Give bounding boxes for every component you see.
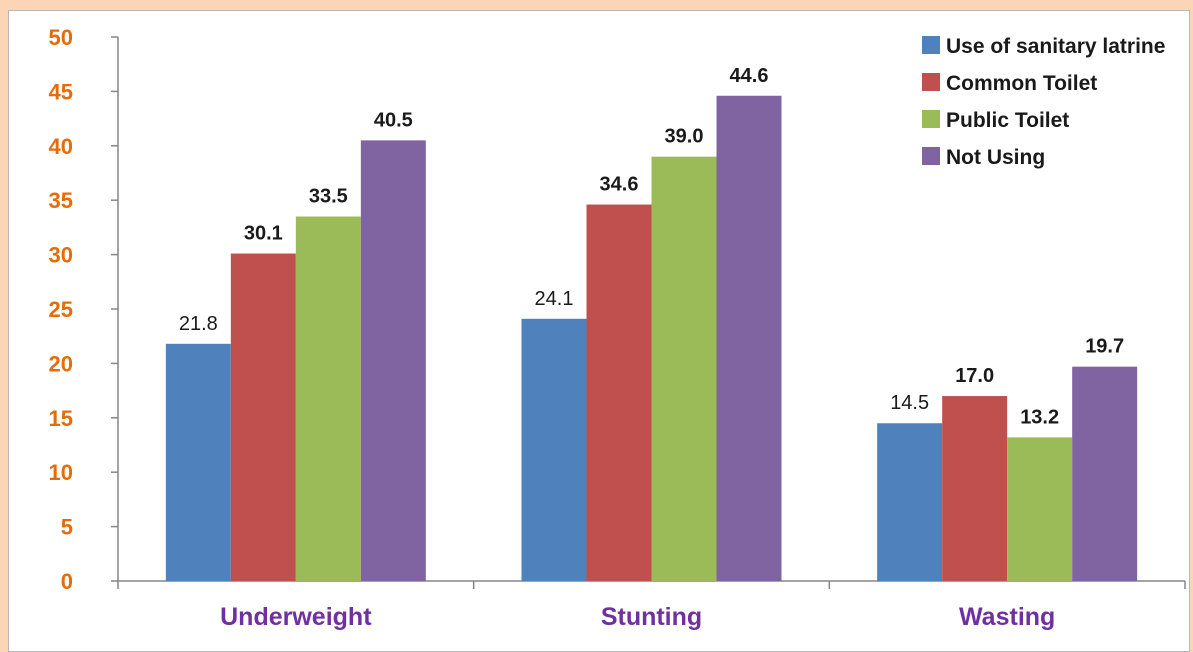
- bar: [877, 423, 943, 581]
- y-tick-label: 45: [49, 79, 73, 104]
- data-label: 40.5: [374, 109, 413, 131]
- bar-chart: 0 5 10 15 20 25 30 35 40 45 50 Underweight Stunting…: [49, 25, 1186, 631]
- y-tick-label: 25: [49, 297, 73, 322]
- category-label: Wasting: [959, 603, 1055, 631]
- y-tick-label: 20: [49, 351, 73, 376]
- legend-swatch: [922, 73, 940, 91]
- legend-label: Public Toilet: [946, 109, 1069, 132]
- y-tick-label: 50: [49, 25, 73, 50]
- y-tick-label: 35: [49, 188, 73, 213]
- category-label: Underweight: [220, 603, 372, 631]
- legend: Use of sanitary latrine Common Toilet Publ…: [922, 35, 1165, 169]
- y-tick-label: 40: [49, 134, 73, 159]
- legend-swatch: [922, 110, 940, 128]
- y-tick-label: 5: [61, 515, 73, 540]
- y-tick-label: 10: [49, 460, 73, 485]
- bars: [165, 95, 1138, 582]
- bar: [360, 140, 426, 582]
- data-label: 13.2: [1020, 406, 1059, 428]
- data-label: 14.5: [890, 392, 929, 414]
- y-tick-label: 15: [49, 406, 73, 431]
- data-label: 33.5: [309, 186, 348, 208]
- bar: [295, 216, 361, 581]
- bar: [586, 204, 652, 581]
- legend-swatch: [922, 147, 940, 165]
- y-tick-label: 30: [49, 243, 73, 268]
- bar: [716, 95, 782, 581]
- bar: [942, 396, 1008, 581]
- bar: [521, 318, 587, 581]
- legend-label: Use of sanitary latrine: [946, 35, 1165, 58]
- data-label: 44.6: [730, 65, 769, 87]
- bar: [1007, 437, 1073, 581]
- category-label: Stunting: [601, 603, 702, 631]
- x-axis: Underweight Stunting Wasting: [117, 580, 1186, 631]
- bar: [1072, 366, 1138, 581]
- bar: [651, 156, 717, 581]
- legend-label: Common Toilet: [946, 72, 1097, 95]
- bar: [230, 253, 296, 581]
- data-labels: 21.8 30.1 33.5 40.5 24.1 34.6 39.0 44.6 14.5 17.0…: [179, 65, 1124, 429]
- data-label: 30.1: [244, 223, 283, 245]
- data-label: 24.1: [535, 288, 574, 310]
- legend-label: Not Using: [946, 146, 1045, 169]
- data-label: 17.0: [955, 365, 994, 387]
- y-axis: 0 5 10 15 20 25 30 35 40 45 50: [49, 25, 119, 594]
- legend-swatch: [922, 36, 940, 54]
- data-label: 34.6: [600, 174, 639, 196]
- bar: [165, 343, 231, 581]
- y-tick-label: 0: [61, 569, 73, 594]
- data-label: 19.7: [1085, 336, 1124, 358]
- data-label: 21.8: [179, 313, 218, 335]
- data-label: 39.0: [665, 126, 704, 148]
